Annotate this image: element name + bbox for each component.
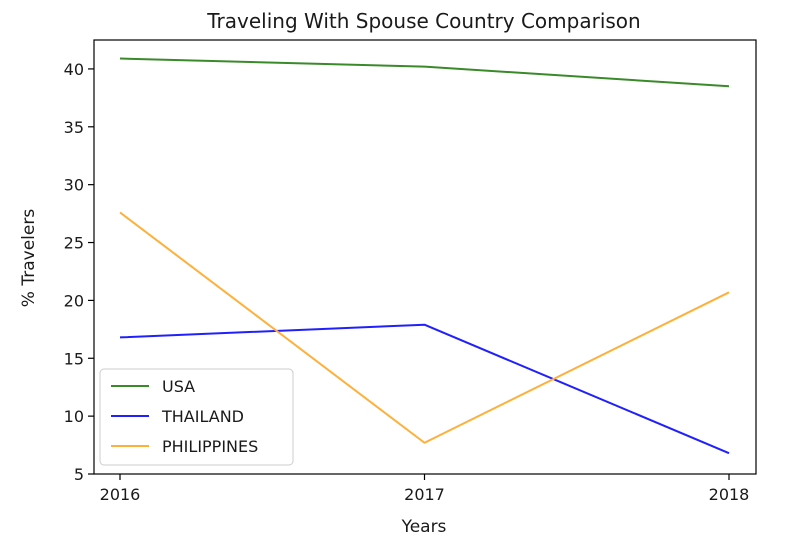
y-tick-label: 30: [64, 176, 84, 195]
y-tick-label: 5: [74, 465, 84, 484]
legend-label-usa: USA: [162, 377, 195, 396]
y-tick-label: 35: [64, 118, 84, 137]
chart-title: Traveling With Spouse Country Comparison: [206, 9, 640, 33]
y-tick-label: 15: [64, 349, 84, 368]
legend-box: [99, 368, 294, 466]
y-tick-label: 25: [64, 234, 84, 253]
legend: USA THAILAND PHILIPPINES: [99, 368, 294, 466]
series-line-philippines: [119, 211, 730, 444]
x-tick-label: 2017: [404, 485, 445, 504]
y-tick-label: 40: [64, 60, 84, 79]
y-axis-label: % Travelers: [19, 209, 39, 308]
series-line-thailand: [119, 323, 730, 455]
x-axis-ticks: 2016 2017 2018: [100, 474, 750, 504]
series-layer: [119, 57, 730, 455]
y-tick-label: 10: [64, 407, 84, 426]
x-tick-label: 2018: [709, 485, 750, 504]
legend-label-philippines: PHILIPPINES: [162, 437, 258, 456]
x-tick-label: 2016: [100, 485, 141, 504]
y-tick-label: 20: [64, 291, 84, 310]
legend-label-thailand: THAILAND: [161, 407, 244, 426]
y-axis-ticks: 5 10 15 20 25 30 35 40: [64, 60, 94, 484]
series-line-usa: [119, 57, 730, 88]
x-axis-label: Years: [401, 517, 447, 537]
